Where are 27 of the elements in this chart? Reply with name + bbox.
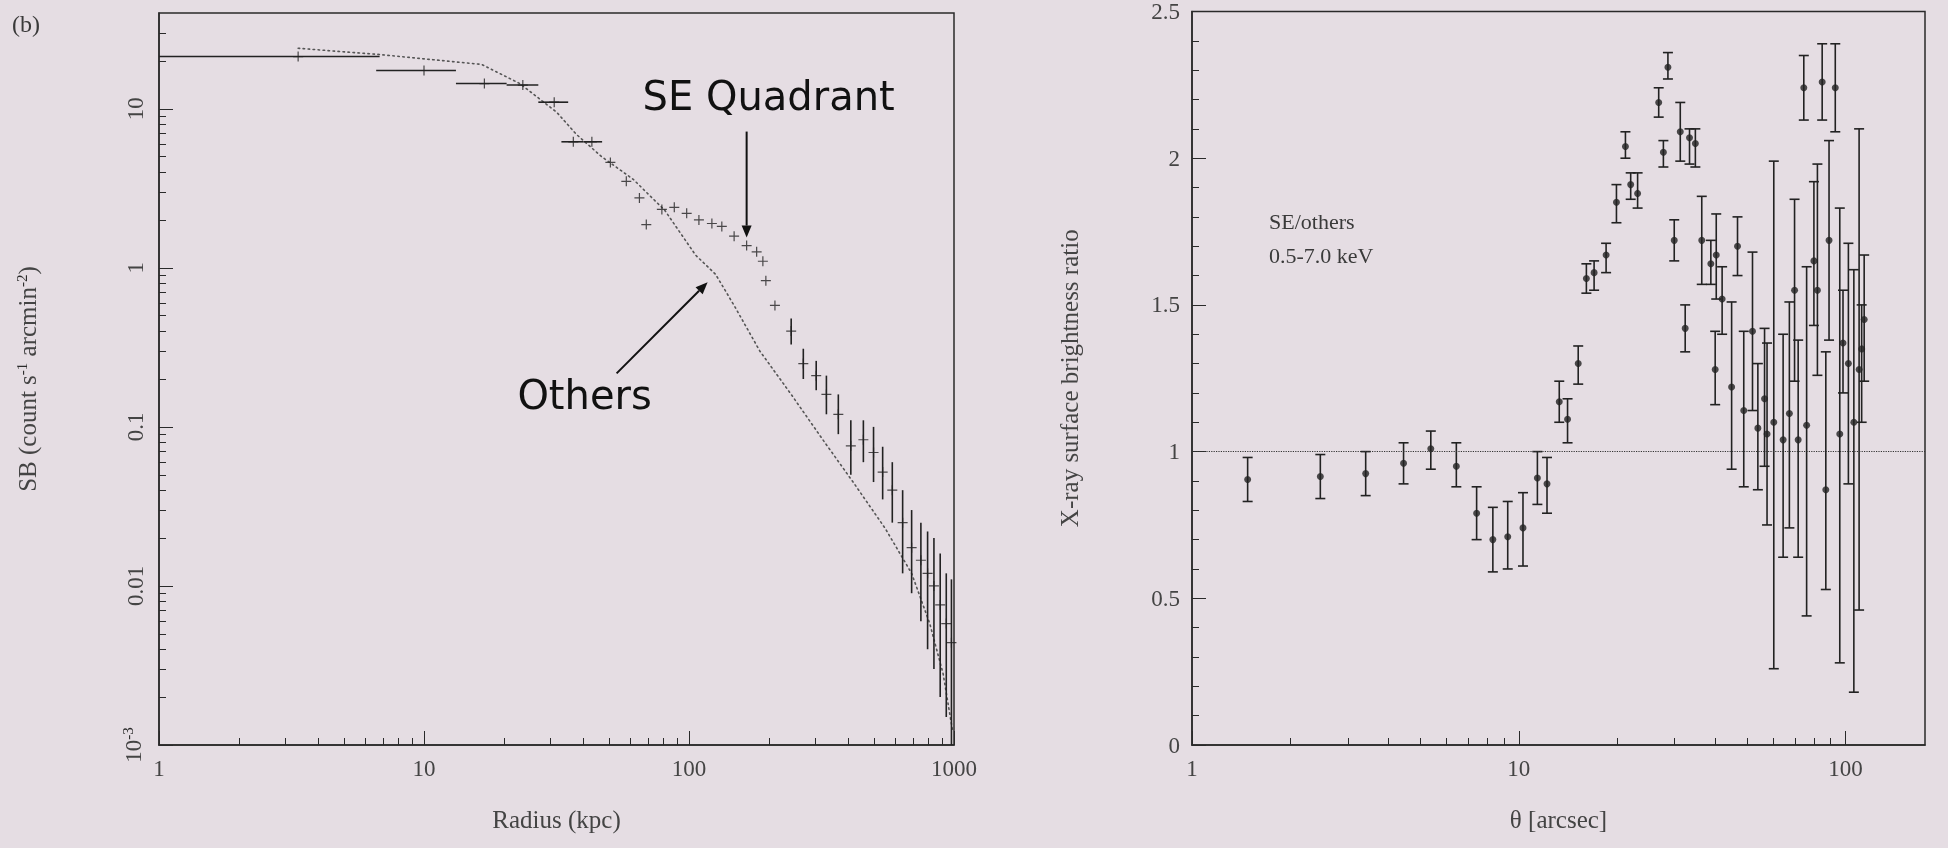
x-axis-title: Radius (kpc) bbox=[492, 806, 621, 834]
y-axis-title: SB (count s-1 arcmin-2) bbox=[13, 266, 42, 492]
y-tick-label: 1 bbox=[123, 262, 148, 274]
x-tick-label: 1 bbox=[153, 756, 165, 781]
y-tick-label: 0.5 bbox=[1151, 585, 1180, 611]
y-axis-title: X-ray surface brightness ratio bbox=[1056, 229, 1083, 528]
x-tick-label: 1 bbox=[1186, 756, 1198, 781]
x-tick-label: 1000 bbox=[931, 756, 977, 781]
text: Others bbox=[517, 372, 652, 419]
x-axis-title: θ [arcsec] bbox=[1509, 806, 1608, 833]
y-tick-label: 2.5 bbox=[1151, 0, 1180, 24]
series-label: SE Quadrant bbox=[642, 72, 895, 119]
x-tick-label: 100 bbox=[671, 756, 707, 781]
annotation: SE/others bbox=[1269, 208, 1355, 234]
x-tick-label: 100 bbox=[1828, 756, 1863, 781]
y-tick-label: 0.1 bbox=[123, 412, 148, 442]
x-tick-label: 10 bbox=[1507, 756, 1531, 781]
x-tick-label: 10 bbox=[412, 756, 436, 781]
annotation: 0.5-7.0 keV bbox=[1269, 242, 1374, 268]
y-tick-label: 10-3 bbox=[119, 727, 146, 763]
text: (b) bbox=[12, 11, 40, 37]
y-tick-label: 10 bbox=[123, 97, 148, 121]
y-tick-label: 0 bbox=[1168, 732, 1180, 758]
y-tick-label: 1.5 bbox=[1151, 292, 1180, 318]
y-tick-label: 0.01 bbox=[123, 565, 148, 607]
y-tick-label: 2 bbox=[1168, 145, 1180, 171]
y-tick-label: 1 bbox=[1168, 439, 1180, 465]
